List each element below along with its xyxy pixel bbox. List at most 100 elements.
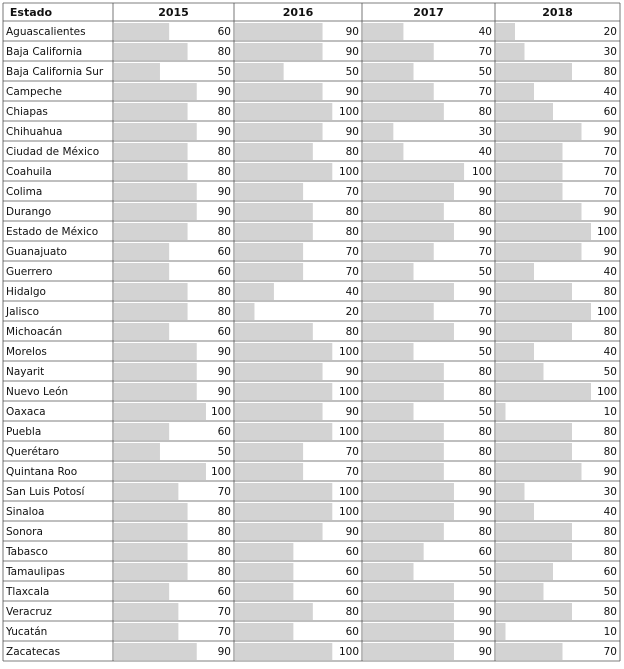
value: 100 xyxy=(339,506,359,518)
value: 80 xyxy=(218,46,231,58)
state-name: Hidalgo xyxy=(6,286,46,298)
data-bar xyxy=(496,23,515,40)
value: 80 xyxy=(218,166,231,178)
data-bar xyxy=(363,383,444,400)
data-bar xyxy=(235,183,304,200)
value: 70 xyxy=(218,486,231,498)
value: 80 xyxy=(479,526,492,538)
state-name: Sinaloa xyxy=(6,506,44,518)
value: 100 xyxy=(597,306,617,318)
value: 80 xyxy=(218,506,231,518)
value: 50 xyxy=(218,66,231,78)
data-bar xyxy=(114,43,188,60)
data-bar xyxy=(235,583,294,600)
state-name: Sonora xyxy=(6,526,43,538)
value: 60 xyxy=(218,26,231,38)
data-bar xyxy=(114,203,197,220)
value: 80 xyxy=(218,306,231,318)
value: 60 xyxy=(218,246,231,258)
data-bar xyxy=(235,23,323,40)
data-bar xyxy=(235,523,323,540)
value: 30 xyxy=(479,126,492,138)
data-bar xyxy=(363,263,414,280)
value: 70 xyxy=(604,146,617,158)
data-bar xyxy=(363,423,444,440)
value: 90 xyxy=(218,186,231,198)
value: 50 xyxy=(346,66,359,78)
state-name: Tabasco xyxy=(5,546,48,558)
value: 100 xyxy=(339,166,359,178)
data-bar xyxy=(363,23,404,40)
state-name: San Luis Potosí xyxy=(6,486,86,498)
value: 90 xyxy=(604,466,617,478)
data-bar xyxy=(496,563,553,580)
value: 50 xyxy=(604,586,617,598)
data-bar xyxy=(363,143,404,160)
value: 90 xyxy=(479,506,492,518)
state-name: Aguascalientes xyxy=(6,26,86,38)
data-bar xyxy=(496,623,506,640)
value: 100 xyxy=(339,386,359,398)
data-bar xyxy=(235,363,323,380)
value: 100 xyxy=(211,466,231,478)
data-bar xyxy=(363,303,434,320)
value: 70 xyxy=(479,306,492,318)
value: 90 xyxy=(479,186,492,198)
data-bar xyxy=(114,503,188,520)
value: 80 xyxy=(346,326,359,338)
data-bar xyxy=(235,403,323,420)
value: 80 xyxy=(604,526,617,538)
data-bar xyxy=(235,63,284,80)
value: 90 xyxy=(218,126,231,138)
data-bar xyxy=(363,103,444,120)
data-bar xyxy=(235,103,333,120)
data-bar xyxy=(235,123,323,140)
data-bar xyxy=(496,383,591,400)
value: 90 xyxy=(479,286,492,298)
state-name: Michoacán xyxy=(6,326,62,338)
data-bar xyxy=(114,443,160,460)
value: 70 xyxy=(218,606,231,618)
data-bar xyxy=(363,643,454,660)
data-bar xyxy=(235,263,304,280)
data-bar xyxy=(363,343,414,360)
value: 20 xyxy=(346,306,359,318)
data-bar xyxy=(363,323,454,340)
data-bar xyxy=(235,143,313,160)
header-cell: 2018 xyxy=(542,6,573,19)
data-bar xyxy=(363,563,414,580)
value: 70 xyxy=(346,446,359,458)
value: 40 xyxy=(604,266,617,278)
value: 90 xyxy=(479,226,492,238)
data-bar xyxy=(114,283,188,300)
data-bar xyxy=(363,243,434,260)
value: 80 xyxy=(604,66,617,78)
data-bar xyxy=(363,443,444,460)
value: 90 xyxy=(604,206,617,218)
data-bar xyxy=(496,583,544,600)
data-bar xyxy=(496,343,534,360)
state-name: Tamaulipas xyxy=(5,566,65,578)
value: 40 xyxy=(604,506,617,518)
state-name: Guanajuato xyxy=(6,246,67,258)
value: 60 xyxy=(346,586,359,598)
state-name: Querétaro xyxy=(6,446,59,458)
value: 50 xyxy=(479,346,492,358)
value: 90 xyxy=(218,366,231,378)
value: 90 xyxy=(346,366,359,378)
value: 40 xyxy=(604,86,617,98)
data-bar xyxy=(363,503,454,520)
value: 100 xyxy=(339,346,359,358)
data-bar xyxy=(114,183,197,200)
state-name: Oaxaca xyxy=(6,406,46,418)
data-bar xyxy=(114,543,188,560)
value: 70 xyxy=(604,646,617,658)
value: 80 xyxy=(479,366,492,378)
state-name: Nuevo León xyxy=(6,386,68,398)
data-bar xyxy=(363,283,454,300)
value: 70 xyxy=(479,86,492,98)
data-bar xyxy=(114,343,197,360)
data-bar xyxy=(363,123,394,140)
value: 50 xyxy=(479,566,492,578)
